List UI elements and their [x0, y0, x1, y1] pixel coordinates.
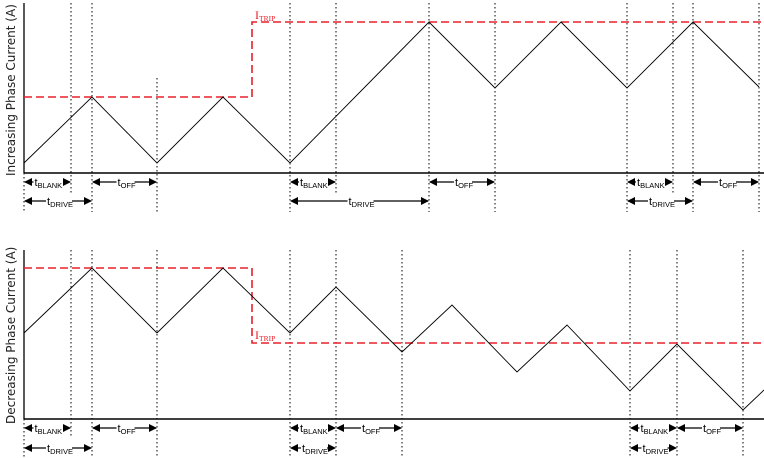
span-t-blank: tBLANK: [24, 177, 71, 190]
span-label: tBLANK: [300, 177, 328, 190]
top-itrip-label: ITRIP: [255, 8, 275, 23]
span-t-blank: tBLANK: [290, 423, 336, 436]
span-label: tOFF: [362, 423, 380, 436]
span-t-blank: tBLANK: [627, 177, 673, 190]
span-label: tDRIVE: [643, 443, 669, 456]
span-label: tOFF: [118, 423, 136, 436]
span-t-drive: tDRIVE: [290, 196, 429, 209]
span-label: tBLANK: [300, 423, 328, 436]
span-t-off: tOFF: [92, 423, 157, 436]
span-label: tOFF: [703, 423, 721, 436]
decreasing-current-panel: tBLANK tOFF tBLANK tOFF tBLANK tOFF tDRIVE tDRI…: [23, 250, 764, 458]
span-label: tDRIVE: [649, 196, 675, 209]
span-label: tBLANK: [637, 177, 665, 190]
span-t-blank: tBLANK: [290, 177, 336, 190]
bottom-itrip-label: ITRIP: [255, 328, 275, 343]
span-label: tDRIVE: [302, 443, 328, 456]
span-t-drive: tDRIVE: [627, 196, 693, 209]
span-label: tOFF: [118, 177, 136, 190]
bottom-y-axis-label: Decreasing Phase Current (A): [4, 247, 18, 424]
span-label: tBLANK: [35, 177, 63, 190]
span-t-off: tOFF: [693, 177, 759, 190]
span-t-drive: tDRIVE: [24, 196, 92, 209]
span-label: tOFF: [719, 177, 737, 190]
increasing-current-panel: tBLANK tOFF tBLANK tOFF tBLANK tOFF tDRIVE tDRI…: [23, 3, 764, 212]
phase-current-waveform: [23, 267, 764, 411]
span-label: tDRIVE: [349, 196, 375, 209]
span-label: tBLANK: [641, 423, 669, 436]
span-t-drive: tDRIVE: [24, 443, 92, 456]
span-t-drive: tDRIVE: [630, 443, 677, 456]
top-y-axis-label: Increasing Phase Current (A): [4, 4, 18, 176]
span-label: tOFF: [455, 177, 473, 190]
span-label: tBLANK: [35, 423, 63, 436]
phase-current-waveform: [23, 21, 760, 164]
itrip-threshold-line: [24, 267, 764, 344]
span-t-off: tOFF: [336, 423, 402, 436]
span-t-off: tOFF: [677, 423, 743, 436]
span-label: tDRIVE: [47, 443, 73, 456]
span-t-off: tOFF: [429, 177, 495, 190]
span-t-blank: tBLANK: [630, 423, 677, 436]
span-t-off: tOFF: [92, 177, 157, 190]
span-label: tDRIVE: [47, 196, 73, 209]
span-t-drive: tDRIVE: [290, 443, 336, 456]
span-t-blank: tBLANK: [24, 423, 71, 436]
itrip-threshold-line: [24, 21, 764, 98]
